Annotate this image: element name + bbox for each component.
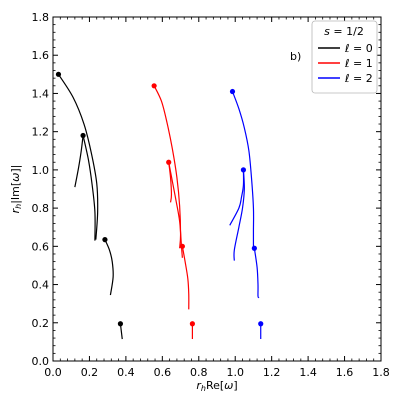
x-tick-label: 1.4 [299,366,317,379]
series-l1-point [189,321,195,327]
x-tick-label: 0.0 [44,366,62,379]
y-tick-label: 1.0 [32,164,50,177]
series-l0-point [102,237,108,243]
series-l2-curve [231,91,255,249]
series-l0-curve [82,135,96,241]
series-l2-point [258,321,264,327]
series-l2-curve [229,169,245,226]
x-tick-label: 0.2 [81,366,99,379]
legend: s = 1/2 ℓ = 0 ℓ = 1 ℓ = 2 [311,20,378,94]
y-tick-label: 1.4 [32,87,50,100]
series-l1-point [179,243,185,249]
series-l1-curve [181,246,190,310]
legend-label-l0: ℓ = 0 [344,42,373,55]
series-l0-curve [57,74,99,240]
panel-label: b) [290,50,301,63]
series-l1-curve [168,162,173,203]
series-l0-curve [104,239,114,296]
series-layer [55,71,264,340]
series-l1-point [151,83,157,89]
tick-labels-layer: 0.0 0.2 0.4 0.6 0.8 1.0 1.2 1.4 1.6 1.8 0.0 0.2 0.4 0… [32,11,390,379]
series-l2-point [251,245,257,251]
series-l0-point [55,71,62,77]
x-tick-label: 0.6 [154,366,172,379]
series-l0-point [80,132,86,139]
series-l2-point [229,88,236,95]
y-tick-label: 0.8 [32,202,50,215]
series-l0-point [117,321,124,327]
series-l2-curve [233,169,245,261]
legend-label-l2: ℓ = 2 [344,72,373,85]
series-l0-curve [74,135,84,188]
x-tick-label: 1.2 [263,366,281,379]
series-l1-curve [153,85,182,249]
x-tick-label: 1.8 [372,366,390,379]
y-tick-label: 0.4 [32,279,50,292]
x-tick-label: 1.6 [336,366,354,379]
x-tick-label: 0.4 [117,366,135,379]
x-tick-label: 1.0 [226,366,244,379]
y-tick-label: 1.2 [32,126,50,139]
legend-box [311,20,378,94]
legend-entries: ℓ = 0 ℓ = 1 ℓ = 2 [318,42,373,85]
y-tick-label: 0.6 [32,240,50,253]
x-tick-label: 0.8 [190,366,208,379]
y-tick-label: 0.0 [32,355,50,368]
series-l1 [151,83,195,340]
x-axis-label: rhRe[ω] [196,379,237,393]
plot-frame [52,16,382,362]
y-axis-label: rh|Im[ω]| [9,165,23,214]
series-l0 [55,71,124,340]
legend-label-l1: ℓ = 1 [344,57,373,70]
y-tick-label: 1.8 [32,11,50,24]
series-l1-point [166,159,172,165]
series-l2 [229,88,264,340]
legend-title: s = 1/2 [324,25,364,38]
y-tick-label: 1.6 [32,49,50,62]
y-tick-label: 0.2 [32,317,50,330]
series-l2-point [240,167,247,173]
series-l2-curve [253,248,260,299]
